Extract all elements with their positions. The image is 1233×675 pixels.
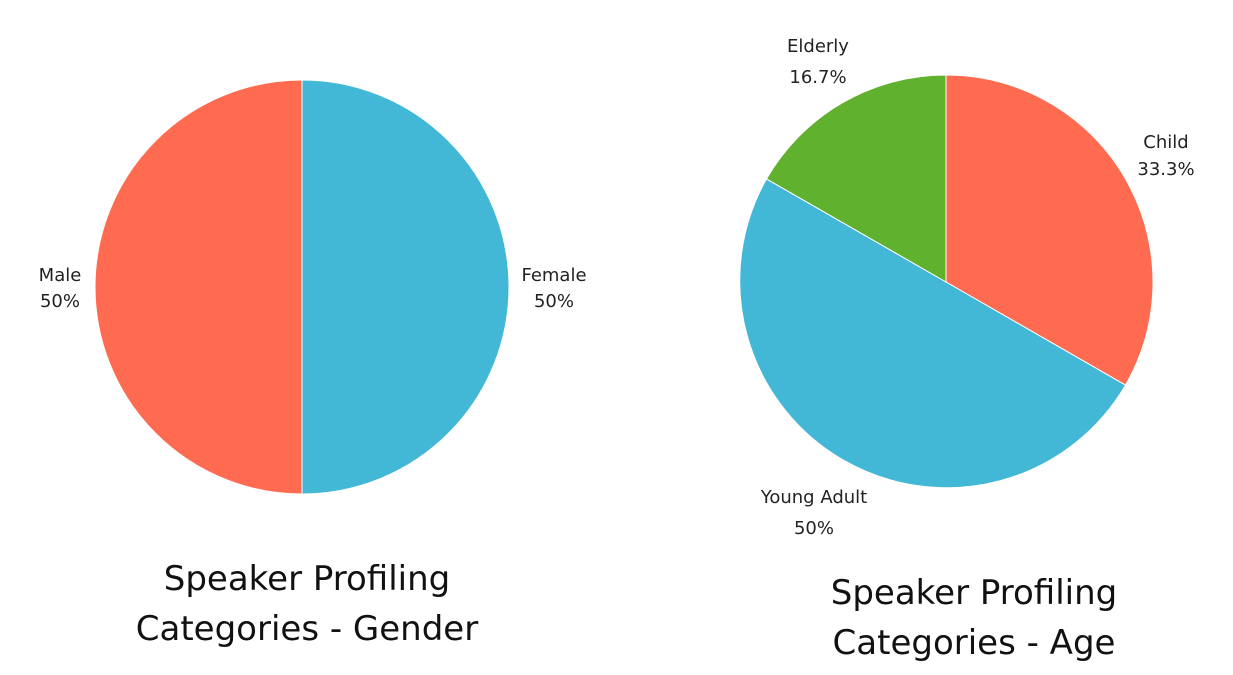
gender-chart-title-line-2: Categories - Gender [136,609,478,649]
slice-label-elderly: Elderly [787,36,849,57]
slice-label-female: Female [521,265,586,286]
slice-value-child: 33.3% [1137,159,1194,180]
slice-label-male: Male [39,265,82,286]
pie-slice-male [94,79,303,495]
pie-slice-female [301,79,510,495]
slice-value-elderly: 16.7% [789,67,846,88]
gender-pie-chart: Female 50% Male 50% [39,79,587,495]
age-pie-chart: Child 33.3% Young Adult 50% Elderly 16.7% [739,36,1195,539]
pie-slice-child [945,74,1154,386]
pie-slice-young-adult [739,178,1127,489]
gender-chart-title-line-1: Speaker Profiling [164,559,450,599]
slice-value-male: 50% [40,291,80,312]
slice-label-child: Child [1143,132,1188,153]
slice-value-young-adult: 50% [794,518,834,539]
age-chart-title-line-2: Categories - Age [833,623,1116,663]
pie-slice-elderly [765,74,947,283]
slice-label-young-adult: Young Adult [760,487,867,508]
age-chart-title-line-1: Speaker Profiling [831,573,1117,613]
slice-value-female: 50% [534,291,574,312]
